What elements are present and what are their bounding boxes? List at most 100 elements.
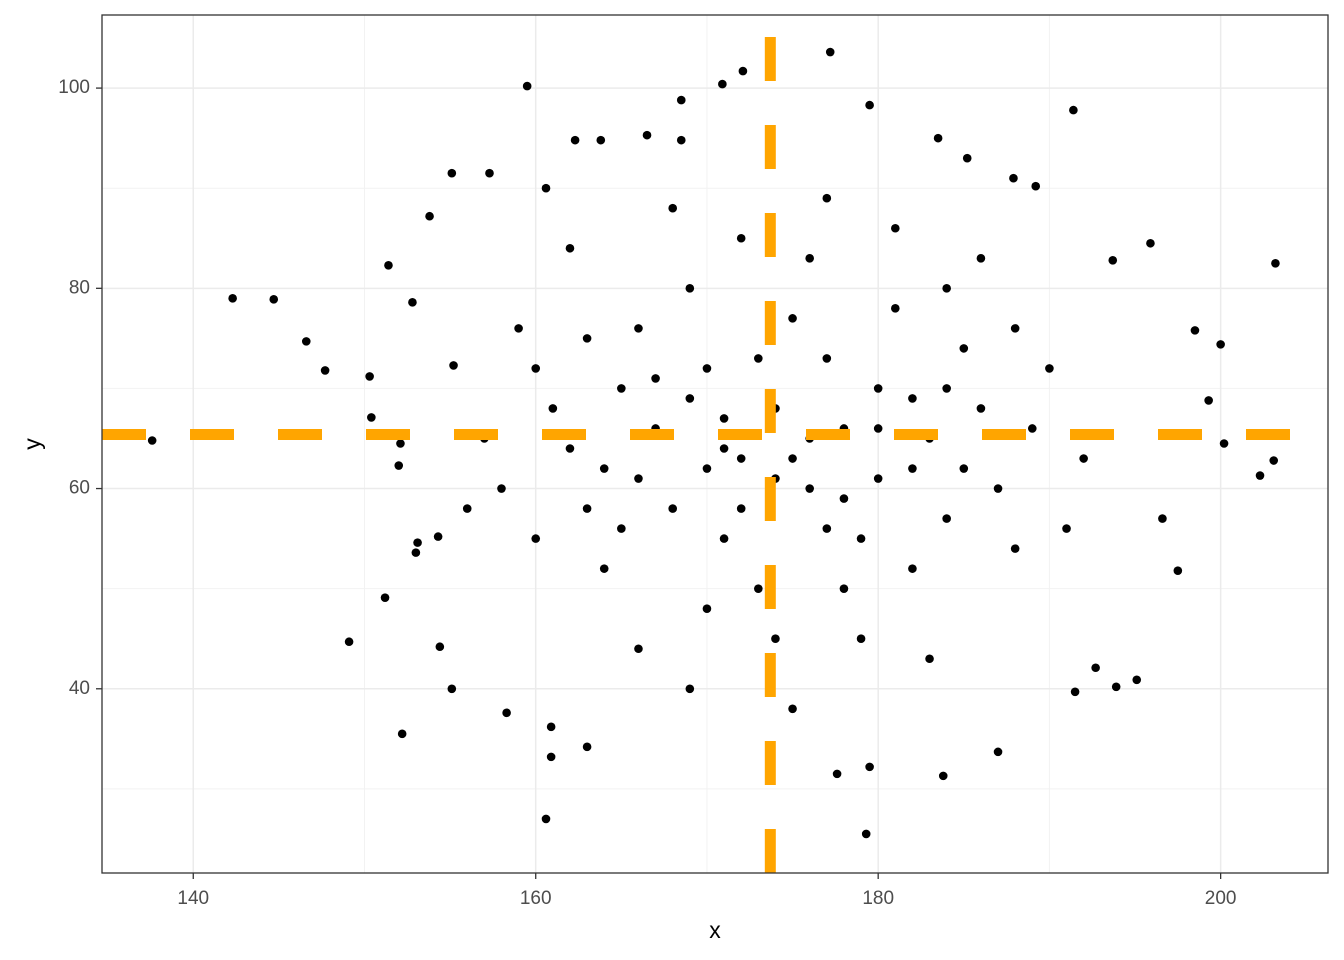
point xyxy=(531,364,541,373)
point xyxy=(962,153,972,163)
point xyxy=(738,66,748,76)
point xyxy=(582,334,592,343)
point xyxy=(541,183,551,193)
point xyxy=(548,404,558,413)
point xyxy=(825,47,835,57)
point xyxy=(676,95,686,105)
point xyxy=(634,644,643,654)
point xyxy=(1190,326,1200,335)
point xyxy=(822,354,832,363)
y-tick-label: 40 xyxy=(69,678,90,699)
point xyxy=(685,684,695,694)
point xyxy=(541,814,551,824)
point xyxy=(822,193,832,203)
points xyxy=(147,47,1280,839)
point xyxy=(702,604,712,613)
point xyxy=(873,424,883,433)
point xyxy=(301,337,311,346)
point xyxy=(668,504,678,513)
point xyxy=(447,168,457,178)
x-tick-label: 140 xyxy=(177,888,209,909)
point xyxy=(599,464,609,473)
grid xyxy=(102,15,1328,873)
point xyxy=(719,414,729,423)
point xyxy=(873,474,883,483)
point xyxy=(908,464,917,473)
point xyxy=(320,366,330,375)
point xyxy=(702,464,712,473)
point xyxy=(959,344,969,353)
point xyxy=(839,494,849,503)
point xyxy=(1079,454,1088,463)
y-tick-label: 80 xyxy=(69,277,90,298)
point xyxy=(736,454,746,463)
point xyxy=(1091,663,1100,673)
point xyxy=(394,461,404,470)
point xyxy=(634,474,643,483)
point xyxy=(959,464,969,473)
point xyxy=(993,747,1003,757)
point xyxy=(891,304,900,313)
point xyxy=(485,168,494,178)
point xyxy=(1132,675,1142,685)
point xyxy=(582,504,592,513)
point xyxy=(365,372,374,381)
point xyxy=(925,654,934,664)
point xyxy=(408,298,417,307)
point xyxy=(435,642,445,652)
point xyxy=(269,295,279,304)
point xyxy=(805,253,814,263)
point xyxy=(788,704,797,714)
point xyxy=(1269,456,1279,465)
point xyxy=(822,524,832,533)
point xyxy=(1111,682,1121,692)
y-tick-label: 60 xyxy=(69,478,90,499)
point xyxy=(685,394,695,403)
point xyxy=(1146,238,1155,248)
point xyxy=(865,762,874,772)
point xyxy=(634,324,643,333)
point xyxy=(873,384,883,393)
point xyxy=(865,100,874,110)
point xyxy=(380,593,390,602)
point xyxy=(642,130,652,140)
point xyxy=(839,584,849,593)
point xyxy=(1069,105,1078,115)
point xyxy=(514,324,523,333)
point xyxy=(531,534,541,543)
point xyxy=(908,394,917,403)
point xyxy=(449,361,458,370)
point xyxy=(1173,566,1183,575)
point xyxy=(788,314,797,323)
point xyxy=(433,532,443,541)
point xyxy=(805,484,814,493)
point xyxy=(719,534,729,543)
point xyxy=(719,444,729,453)
point xyxy=(147,436,157,445)
point xyxy=(367,413,376,422)
point xyxy=(1031,181,1041,191)
point xyxy=(1045,364,1054,373)
x-axis-title: x xyxy=(709,917,721,943)
point xyxy=(938,771,948,781)
point xyxy=(462,504,472,513)
point xyxy=(1070,687,1080,697)
point xyxy=(856,634,866,644)
point xyxy=(1255,471,1265,480)
point xyxy=(1010,544,1020,553)
point xyxy=(565,243,575,253)
point xyxy=(565,444,575,453)
reference-lines xyxy=(102,37,1290,873)
point xyxy=(976,404,986,413)
y-axis-title: y xyxy=(19,438,45,450)
point xyxy=(736,504,746,513)
x-tick-label: 160 xyxy=(520,888,552,909)
point xyxy=(546,752,556,762)
x-tick-label: 200 xyxy=(1205,888,1237,909)
point xyxy=(771,634,780,644)
point xyxy=(668,203,678,213)
point xyxy=(344,637,354,647)
point xyxy=(396,439,405,448)
point xyxy=(651,374,660,383)
